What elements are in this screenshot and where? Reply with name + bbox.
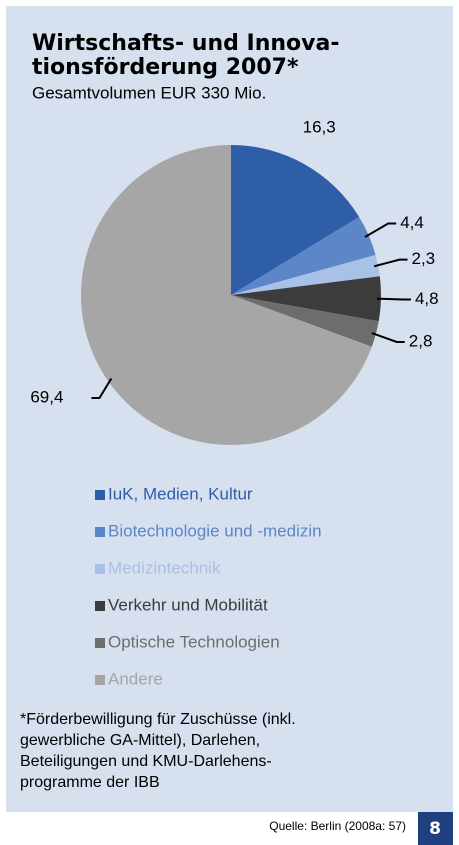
legend-swatch bbox=[95, 601, 105, 611]
legend-swatch bbox=[95, 564, 105, 574]
chart-subtitle: Gesamtvolumen EUR 330 Mio. bbox=[32, 83, 266, 102]
pie-slice bbox=[231, 276, 381, 322]
value-label: 16,3 bbox=[303, 118, 336, 137]
page-number-box bbox=[418, 812, 453, 845]
legend-label: Optische Technologien bbox=[108, 632, 280, 651]
value-label: 2,3 bbox=[411, 249, 435, 268]
value-label: 4,4 bbox=[400, 213, 424, 232]
footnote: Beteiligungen und KMU-Darlehens- bbox=[20, 753, 272, 770]
leader-line bbox=[376, 297, 411, 301]
pie-slice bbox=[231, 145, 360, 295]
pie-slice bbox=[231, 254, 380, 295]
legend-swatch bbox=[95, 675, 105, 685]
legend-swatch bbox=[95, 638, 105, 648]
chart-title: tionsförderung 2007* bbox=[32, 55, 299, 80]
leader-line bbox=[364, 222, 397, 238]
leader-line bbox=[91, 378, 113, 400]
value-label: 4,8 bbox=[415, 289, 439, 308]
footnote: programme der IBB bbox=[20, 774, 160, 791]
value-label: 2,8 bbox=[409, 331, 433, 350]
page-number: 8 bbox=[429, 819, 441, 839]
legend-label: Andere bbox=[108, 669, 163, 688]
chart-title: Wirtschafts- und Innova- bbox=[32, 31, 339, 56]
pie-slice bbox=[231, 217, 376, 295]
pie-slice bbox=[231, 295, 379, 347]
leader-line bbox=[373, 258, 408, 268]
footnote: gewerbliche GA-Mittel), Darlehen, bbox=[20, 732, 260, 749]
source: Quelle: Berlin (2008a: 57) bbox=[269, 819, 406, 833]
legend-swatch bbox=[95, 490, 105, 500]
value-label: 69,4 bbox=[30, 388, 63, 407]
legend-label: Medizintechnik bbox=[108, 558, 221, 577]
legend-label: IuK, Medien, Kultur bbox=[108, 484, 253, 503]
legend-label: Verkehr und Mobilität bbox=[108, 595, 268, 614]
footnote: *Förderbewilligung für Zuschüsse (inkl. bbox=[20, 711, 296, 728]
legend-label: Biotechnologie und -medizin bbox=[108, 521, 322, 540]
legend-swatch bbox=[95, 527, 105, 537]
pie-slice bbox=[81, 145, 372, 446]
leader-line bbox=[371, 332, 405, 343]
